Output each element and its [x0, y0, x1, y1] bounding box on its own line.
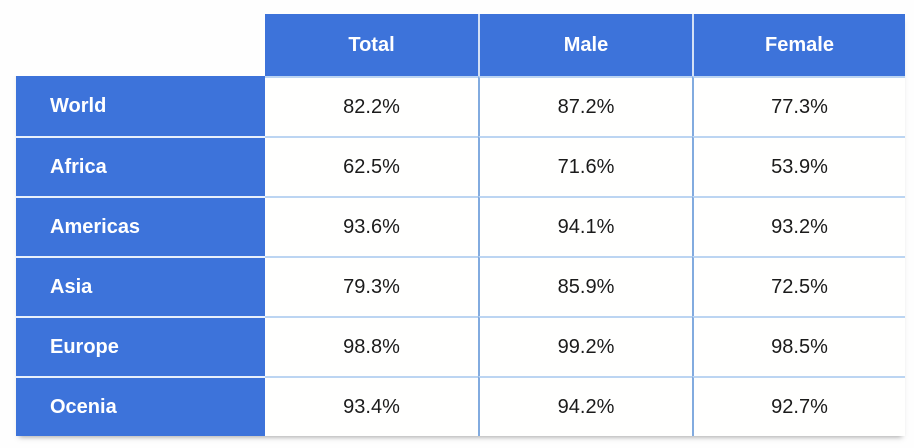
cell-asia-total: 79.3% — [265, 256, 478, 316]
cell-world-total: 82.2% — [265, 76, 478, 136]
cell-americas-female: 93.2% — [692, 196, 905, 256]
cell-africa-female: 53.9% — [692, 136, 905, 196]
statistics-table: Total Male Female World 82.2% 87.2% 77.3… — [16, 14, 905, 436]
column-header-total: Total — [265, 14, 478, 76]
cell-asia-female: 72.5% — [692, 256, 905, 316]
cell-ocenia-female: 92.7% — [692, 376, 905, 436]
cell-africa-male: 71.6% — [478, 136, 692, 196]
cell-world-male: 87.2% — [478, 76, 692, 136]
table-corner-cell — [16, 14, 265, 76]
row-header-europe: Europe — [16, 316, 265, 376]
cell-ocenia-male: 94.2% — [478, 376, 692, 436]
row-header-africa: Africa — [16, 136, 265, 196]
cell-europe-male: 99.2% — [478, 316, 692, 376]
cell-asia-male: 85.9% — [478, 256, 692, 316]
cell-africa-total: 62.5% — [265, 136, 478, 196]
row-header-asia: Asia — [16, 256, 265, 316]
column-header-female: Female — [692, 14, 905, 76]
row-header-ocenia: Ocenia — [16, 376, 265, 436]
column-header-male: Male — [478, 14, 692, 76]
cell-americas-male: 94.1% — [478, 196, 692, 256]
row-header-world: World — [16, 76, 265, 136]
cell-americas-total: 93.6% — [265, 196, 478, 256]
cell-world-female: 77.3% — [692, 76, 905, 136]
cell-ocenia-total: 93.4% — [265, 376, 478, 436]
cell-europe-total: 98.8% — [265, 316, 478, 376]
row-header-americas: Americas — [16, 196, 265, 256]
cell-europe-female: 98.5% — [692, 316, 905, 376]
